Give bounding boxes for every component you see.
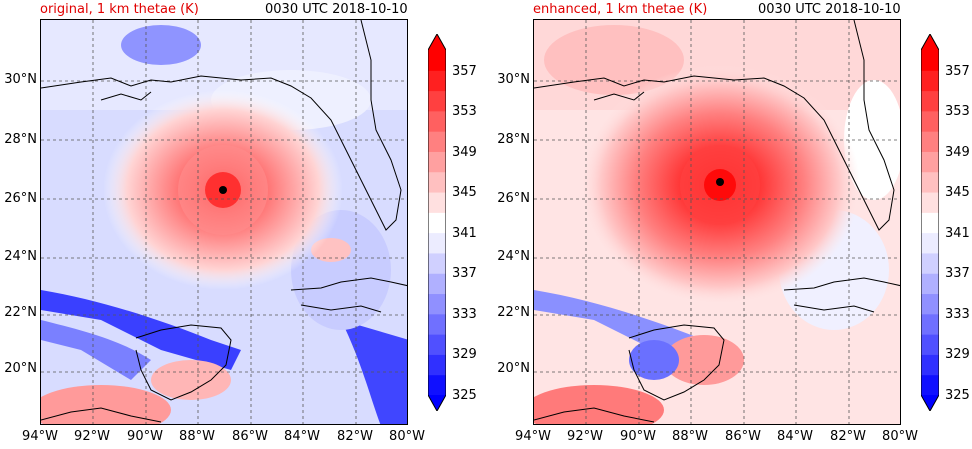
- colorbar-tick: 357: [452, 64, 477, 79]
- colorbar-tick: 341: [452, 226, 477, 241]
- colorbar-segment: [921, 110, 939, 132]
- colorbar-segment: [921, 334, 939, 355]
- colorbar-tick: 329: [452, 347, 477, 362]
- lon-tick: 88°W: [179, 429, 215, 444]
- colorbar-segment: [921, 131, 939, 152]
- colorbar-tick: 357: [945, 64, 970, 79]
- colorbar-segment: [921, 151, 939, 173]
- colorbar-segment: [921, 192, 939, 213]
- colorbar-segment: [428, 252, 446, 274]
- panel-title: enhanced, 1 km thetae (K): [533, 2, 708, 17]
- lat-tick: 30°N: [4, 72, 37, 87]
- colorbar-tick: 325: [452, 388, 477, 403]
- lon-tick: 86°W: [725, 429, 761, 444]
- colorbar-segment: [921, 374, 939, 396]
- lon-tick: 90°W: [127, 429, 163, 444]
- colorbar-segment: [921, 354, 939, 376]
- colorbar-segment: [921, 171, 939, 193]
- colorbar-over-extend: [428, 34, 446, 50]
- colorbar: [921, 34, 939, 411]
- colorbar-tick: 353: [452, 104, 477, 119]
- map-enhanced: [533, 19, 901, 425]
- colorbar-tick: 329: [945, 347, 970, 362]
- colorbar-segment: [428, 334, 446, 355]
- colorbar-segment: [428, 313, 446, 335]
- lat-tick: 30°N: [497, 72, 530, 87]
- lon-tick: 84°W: [284, 429, 320, 444]
- lon-tick: 82°W: [830, 429, 866, 444]
- colorbar-tick: 333: [452, 307, 477, 322]
- colorbar: [428, 34, 446, 411]
- lon-tick: 92°W: [567, 429, 603, 444]
- lat-tick: 20°N: [497, 361, 530, 376]
- colorbar-segment: [921, 273, 939, 295]
- colorbar-segment: [428, 131, 446, 152]
- colorbar-segment: [428, 90, 446, 112]
- lat-tick: 26°N: [497, 191, 530, 206]
- lat-tick: 24°N: [4, 249, 37, 264]
- colorbar-under-extend: [921, 395, 939, 411]
- lat-tick: 28°N: [4, 132, 37, 147]
- colorbar-segment: [921, 313, 939, 335]
- colorbar-segment: [428, 232, 446, 254]
- lon-tick: 82°W: [337, 429, 373, 444]
- lon-tick: 80°W: [389, 429, 425, 444]
- lat-tick: 24°N: [497, 249, 530, 264]
- panel-time: 0030 UTC 2018-10-10: [758, 2, 901, 17]
- colorbar-segment: [428, 212, 446, 234]
- colorbar-segment: [428, 151, 446, 173]
- lon-tick: 94°W: [22, 429, 58, 444]
- panel-time: 0030 UTC 2018-10-10: [265, 2, 408, 17]
- lon-tick: 88°W: [672, 429, 708, 444]
- colorbar-tick: 345: [945, 185, 970, 200]
- colorbar-segment: [921, 90, 939, 112]
- colorbar-tick: 353: [945, 104, 970, 119]
- colorbar-tick: 333: [945, 307, 970, 322]
- lat-tick: 22°N: [4, 305, 37, 320]
- colorbar-segment: [921, 50, 939, 71]
- colorbar-tick: 349: [945, 145, 970, 160]
- lon-tick: 90°W: [620, 429, 656, 444]
- lat-tick: 22°N: [497, 305, 530, 320]
- colorbar-under-extend: [428, 395, 446, 411]
- colorbar-segment: [921, 293, 939, 315]
- map-original: [40, 19, 408, 425]
- panel-title: original, 1 km thetae (K): [40, 2, 199, 17]
- colorbar-segment: [428, 273, 446, 295]
- colorbar-tick: 345: [452, 185, 477, 200]
- colorbar-segment: [428, 171, 446, 193]
- colorbar-segment: [428, 293, 446, 315]
- colorbar-segment: [428, 374, 446, 396]
- colorbar-segment: [428, 50, 446, 71]
- lon-tick: 92°W: [74, 429, 110, 444]
- storm-center-marker: [219, 186, 227, 194]
- lat-tick: 28°N: [497, 132, 530, 147]
- colorbar-tick: 337: [945, 266, 970, 281]
- lat-tick: 20°N: [4, 361, 37, 376]
- lon-tick: 86°W: [232, 429, 268, 444]
- lon-tick: 80°W: [882, 429, 918, 444]
- storm-center-marker: [716, 178, 724, 186]
- colorbar-tick: 341: [945, 226, 970, 241]
- colorbar-segment: [921, 252, 939, 274]
- colorbar-tick: 349: [452, 145, 477, 160]
- panel-original: original, 1 km thetae (K) 0030 UTC 2018-…: [4, 2, 477, 444]
- lat-tick: 26°N: [4, 191, 37, 206]
- colorbar-segment: [428, 70, 446, 92]
- colorbar-segment: [428, 110, 446, 132]
- lon-tick: 84°W: [777, 429, 813, 444]
- colorbar-segment: [921, 232, 939, 254]
- colorbar-segment: [921, 70, 939, 92]
- colorbar-segment: [428, 354, 446, 376]
- colorbar-segment: [921, 212, 939, 234]
- colorbar-tick: 337: [452, 266, 477, 281]
- panel-enhanced: enhanced, 1 km thetae (K) 0030 UTC 2018-…: [493, 0, 972, 449]
- colorbar-segment: [428, 192, 446, 213]
- lon-tick: 94°W: [515, 429, 551, 444]
- colorbar-tick: 325: [945, 388, 970, 403]
- colorbar-over-extend: [921, 34, 939, 50]
